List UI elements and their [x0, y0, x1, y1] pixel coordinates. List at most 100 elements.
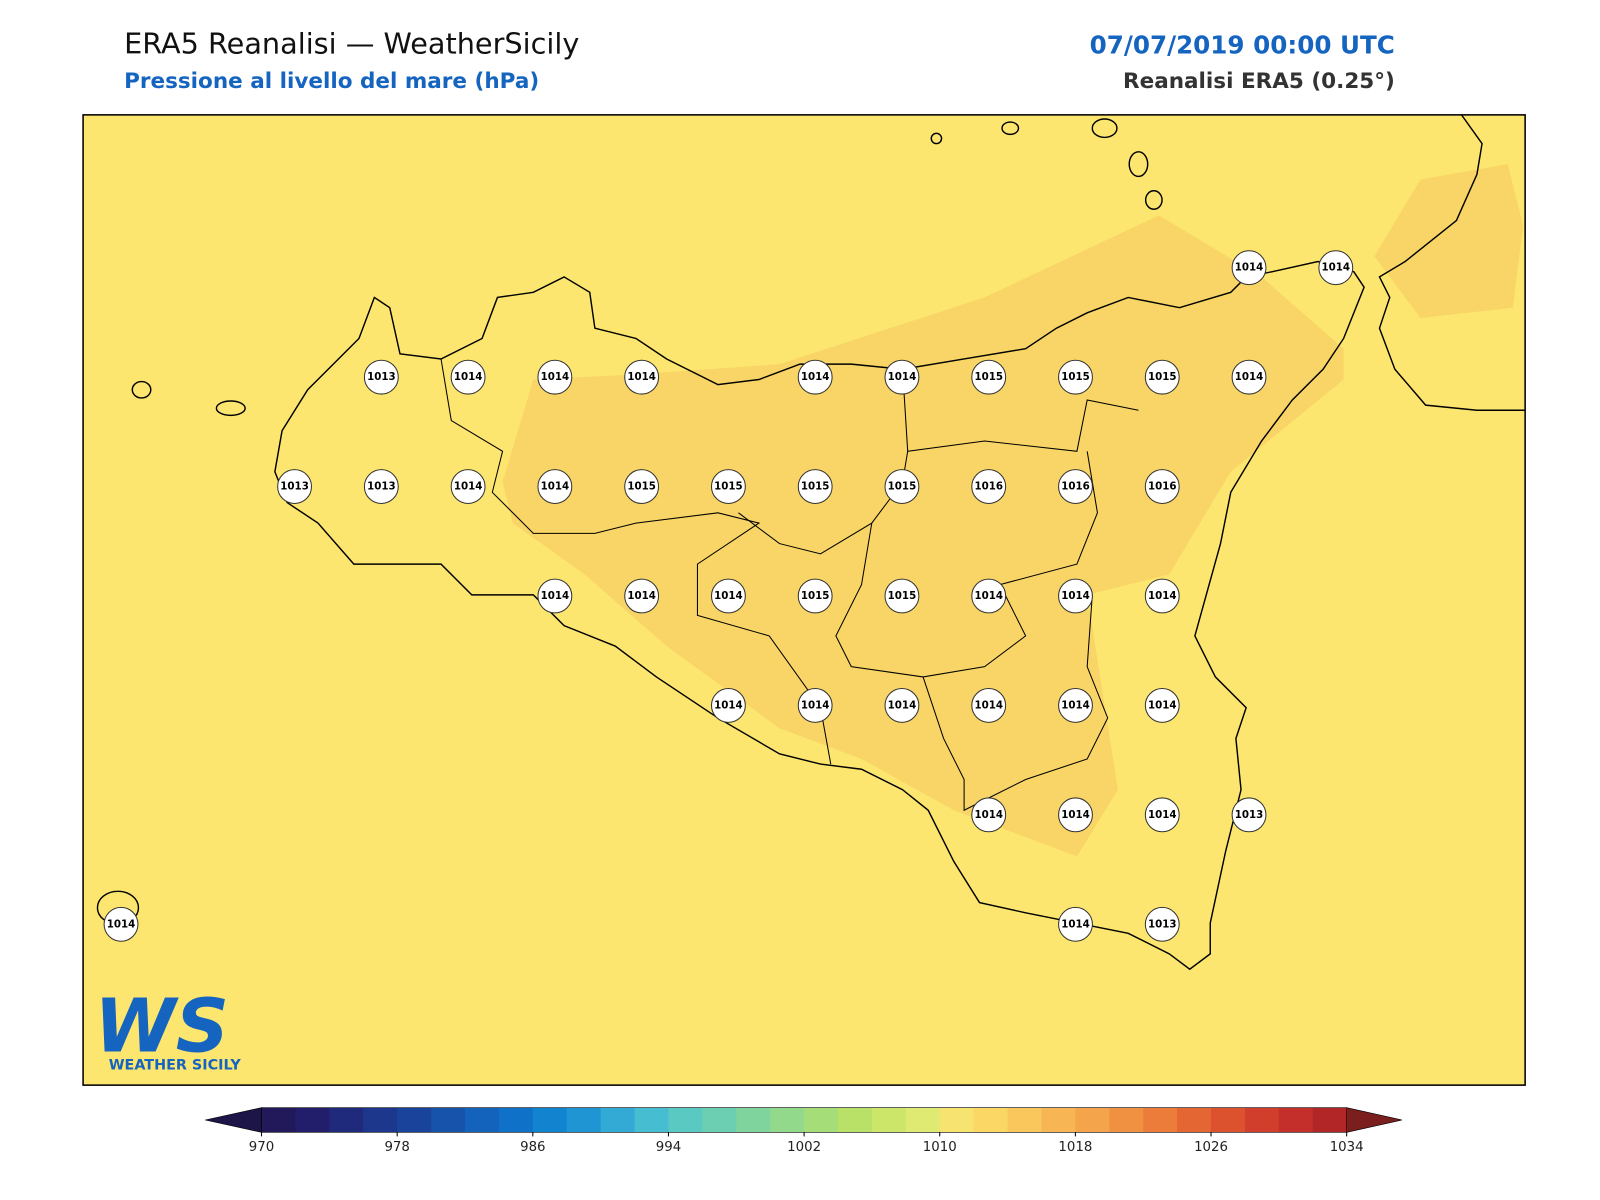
station-value: 1014 [801, 371, 830, 383]
colorbar-bin [905, 1107, 941, 1133]
station-value: 1015 [888, 481, 917, 493]
station-value: 1016 [1061, 481, 1090, 493]
colorbar-bin [1177, 1107, 1212, 1133]
coastlines [96, 114, 1526, 971]
station-marker [884, 687, 920, 723]
station-value: 1014 [107, 918, 136, 930]
station: 1014 [450, 469, 486, 504]
station-marker [103, 906, 139, 942]
station-value: 1014 [1061, 590, 1090, 602]
station-value: 1015 [801, 481, 830, 493]
colorbar-over [1346, 1107, 1403, 1133]
colorbar-tick-label: 1002 [787, 1140, 821, 1155]
colorbar-bin [1143, 1107, 1178, 1133]
colorbar-bin [397, 1107, 432, 1133]
pressure-area [502, 215, 1344, 857]
station-marker [971, 578, 1007, 614]
colorbar-bin [736, 1107, 771, 1133]
station-value: 1015 [1148, 371, 1177, 383]
station-marker [971, 797, 1007, 833]
station-value: 1014 [801, 699, 830, 711]
station-value: 1014 [541, 481, 570, 493]
station: 1015 [971, 359, 1007, 395]
station: 1014 [1144, 578, 1180, 614]
colorbar-tick-label: 1034 [1330, 1140, 1364, 1155]
station-value: 1013 [1148, 918, 1177, 930]
station-marker [1144, 359, 1180, 395]
station-marker [797, 359, 833, 395]
station: 1014 [103, 906, 139, 942]
colorbar-bin [1278, 1107, 1314, 1133]
station: 1013 [363, 359, 399, 395]
pressure-area [1374, 164, 1524, 318]
colorbar-bin [566, 1107, 602, 1133]
station-marker [1144, 906, 1180, 942]
station-marker [710, 687, 746, 723]
station-marker [1058, 578, 1093, 614]
station: 1014 [624, 359, 660, 395]
station: 1016 [1144, 469, 1180, 504]
station: 1014 [1144, 797, 1180, 833]
station-marker [1318, 250, 1354, 286]
station-value: 1014 [714, 699, 743, 711]
colorbar-bin [1041, 1107, 1076, 1133]
colorbar-bin [363, 1107, 398, 1133]
station: 1013 [1144, 906, 1180, 942]
station-marker [1144, 469, 1180, 504]
station-marker [1144, 797, 1180, 833]
colorbar-bin [973, 1107, 1009, 1133]
station: 1014 [710, 687, 746, 723]
station-value: 1015 [974, 371, 1003, 383]
station-value: 1014 [627, 590, 656, 602]
station-value: 1014 [974, 809, 1003, 821]
station: 1014 [884, 359, 920, 395]
station-marker [624, 359, 660, 395]
station-marker [450, 469, 486, 504]
station: 1015 [884, 578, 920, 614]
station: 1014 [1231, 359, 1267, 395]
station: 1014 [624, 578, 660, 614]
station-marker [710, 469, 746, 504]
station-value: 1014 [714, 590, 743, 602]
station-marker [1144, 687, 1180, 723]
station-value: 1016 [1148, 481, 1177, 493]
station: 1014 [537, 578, 573, 614]
station: 1015 [1144, 359, 1180, 395]
station-marker [797, 687, 833, 723]
station: 1014 [797, 359, 833, 395]
station-marker [1231, 359, 1267, 395]
map-frame [82, 114, 1526, 1086]
station-value: 1014 [1322, 262, 1351, 274]
station-value: 1014 [1148, 699, 1177, 711]
station-value: 1014 [888, 371, 917, 383]
station-value: 1013 [367, 371, 396, 383]
station-value: 1013 [1235, 809, 1264, 821]
station-marker [1058, 687, 1093, 723]
station: 1014 [971, 687, 1007, 723]
station: 1014 [537, 469, 573, 504]
station-marker [450, 359, 486, 395]
station: 1014 [1058, 906, 1093, 942]
station-marker [363, 359, 399, 395]
colorbar-bin [702, 1107, 737, 1133]
colorbar-bin [871, 1107, 907, 1133]
station: 1015 [884, 469, 920, 504]
station: 1015 [797, 469, 833, 504]
station: 1014 [710, 578, 746, 614]
station: 1015 [624, 469, 660, 504]
station-marker [971, 469, 1007, 504]
colorbar-bin [600, 1107, 636, 1133]
colorbar-bin [532, 1107, 568, 1133]
station-value: 1013 [280, 481, 309, 493]
colorbar-tick-label: 1026 [1194, 1140, 1228, 1155]
map: 1014 1014 1013 1014 1014 1014 1014 1014 1015 1015… [82, 114, 1526, 1086]
colorbar-bin [770, 1107, 805, 1133]
station: 1014 [1058, 578, 1093, 614]
station-marker [363, 469, 399, 504]
station-marker [797, 469, 833, 504]
station-marker [1058, 359, 1093, 395]
station-value: 1014 [1148, 590, 1177, 602]
station-value: 1015 [627, 481, 656, 493]
station-value: 1014 [974, 590, 1003, 602]
